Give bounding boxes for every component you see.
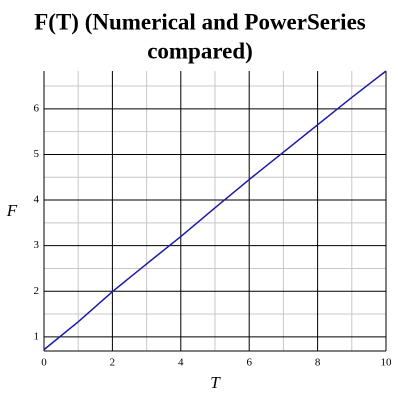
y-tick-label: 6 bbox=[34, 102, 40, 114]
x-tick-label: 8 bbox=[315, 357, 321, 369]
x-tick-label: 4 bbox=[178, 357, 184, 369]
x-tick-label: 10 bbox=[381, 357, 393, 369]
data-line bbox=[43, 70, 387, 351]
x-axis-label: T bbox=[210, 373, 221, 392]
x-tick-label: 6 bbox=[246, 357, 252, 369]
y-tick-label: 3 bbox=[34, 239, 40, 251]
y-axis-label: F bbox=[6, 201, 18, 220]
chart-title: F(T) (Numerical and PowerSeries bbox=[34, 9, 366, 34]
chart-title: compared) bbox=[147, 38, 253, 63]
y-tick-label: 4 bbox=[34, 194, 40, 206]
y-tick-label: 1 bbox=[34, 330, 40, 342]
x-tick-label: 2 bbox=[110, 357, 116, 369]
y-tick-label: 2 bbox=[34, 285, 40, 297]
y-tick-label: 5 bbox=[34, 148, 40, 160]
x-tick-label: 0 bbox=[41, 357, 47, 369]
